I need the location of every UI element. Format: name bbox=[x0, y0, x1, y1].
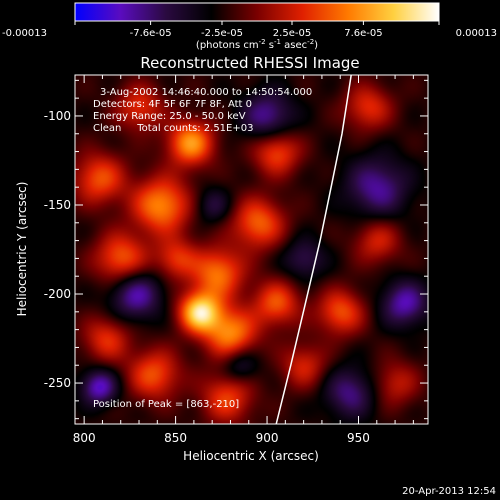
x-tick-label: 900 bbox=[256, 431, 279, 445]
colorbar-tick-label: 0.00013 bbox=[456, 28, 497, 39]
chart-title: Reconstructed RHESSI Image bbox=[140, 54, 359, 72]
colorbar bbox=[74, 2, 440, 22]
annotation-time-range: 3-Aug-2002 14:46:40.000 to 14:50:54.000 bbox=[100, 87, 312, 98]
solar-limb-curve bbox=[275, 75, 352, 424]
y-axis-label: Heliocentric Y (arcsec) bbox=[15, 182, 29, 317]
colorbar-ticks bbox=[74, 21, 440, 25]
colorbar-tick-label: -2.5e-05 bbox=[201, 28, 243, 39]
y-tick-label: -250 bbox=[44, 376, 71, 390]
colorbar-tick-label: 2.5e-05 bbox=[273, 28, 311, 39]
annotation-energy-range: Energy Range: 25.0 - 50.0 keV bbox=[93, 111, 246, 122]
y-tick-label: -150 bbox=[44, 198, 71, 212]
heatmap-image bbox=[75, 75, 428, 424]
y-tick-label: -200 bbox=[44, 287, 71, 301]
timestamp: 20-Apr-2013 12:54 bbox=[402, 486, 496, 497]
heatmap-image-container bbox=[75, 75, 428, 424]
colorbar-tick-label: -7.6e-05 bbox=[130, 28, 172, 39]
x-axis-label: Heliocentric X (arcsec) bbox=[183, 449, 319, 463]
y-tick-labels: -100 -150 -200 -250 bbox=[44, 109, 71, 390]
annotation-clean-total-counts: Clean Total counts: 2.51E+03 bbox=[93, 123, 253, 134]
y-tick-label: -100 bbox=[44, 109, 71, 123]
colorbar-units: (photons cm-2 s-1 asec-2) bbox=[196, 38, 318, 51]
x-tick-labels: 800 850 900 950 bbox=[73, 431, 370, 445]
colorbar-tick-label: -0.00013 bbox=[2, 28, 47, 39]
x-tick-label: 850 bbox=[164, 431, 187, 445]
plot-frame bbox=[74, 74, 429, 425]
annotation-peak-position: Position of Peak = [863,-210] bbox=[93, 399, 239, 410]
axis-ticks bbox=[75, 75, 428, 424]
colorbar-tick-labels: -0.00013 -7.6e-05 -2.5e-05 2.5e-05 7.6e-05 0.… bbox=[2, 28, 497, 39]
annotation-detectors: Detectors: 4F 5F 6F 7F 8F, Att 0 bbox=[93, 99, 252, 110]
colorbar-tick-label: 7.6e-05 bbox=[344, 28, 382, 39]
x-tick-label: 800 bbox=[73, 431, 96, 445]
x-tick-label: 950 bbox=[347, 431, 370, 445]
